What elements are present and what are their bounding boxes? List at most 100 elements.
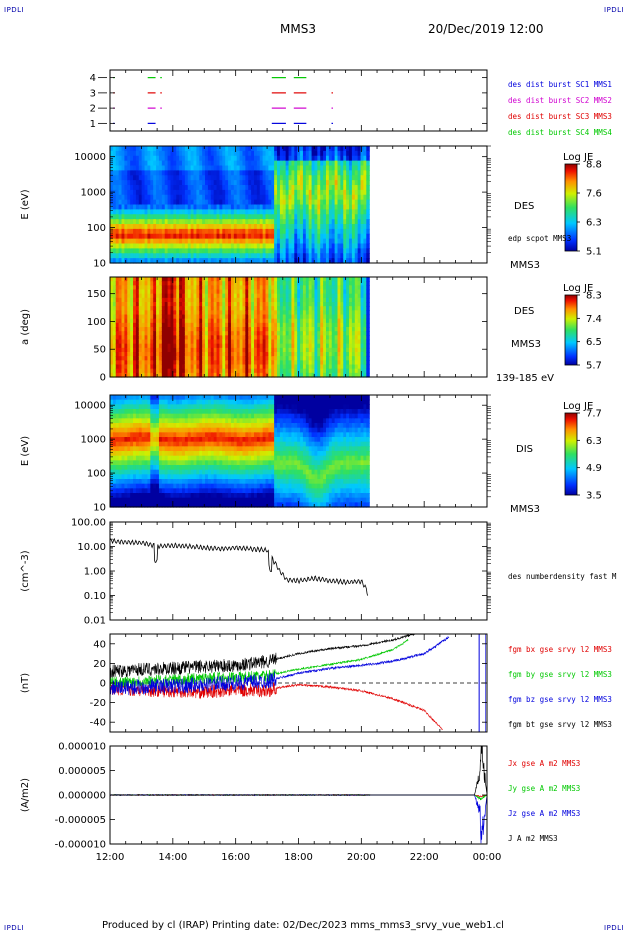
des-energy-heatmap-cell — [274, 175, 278, 181]
dis-energy-heatmap-cell — [112, 437, 117, 443]
des-pitch-heatmap-cell — [366, 281, 370, 286]
des-energy-heatmap-cell — [193, 214, 197, 220]
des-pitch-heatmap-cell — [228, 306, 232, 311]
des-pitch-heatmap-cell — [251, 327, 255, 332]
des-energy-heatmap-cell — [164, 224, 169, 230]
dis-energy-heatmap-cell — [138, 395, 143, 401]
des-pitch-heatmap-cell — [219, 372, 223, 378]
des-pitch-heatmap-cell — [248, 331, 252, 336]
des-energy-heatmap-cell — [219, 253, 223, 259]
des-energy-heatmap-cell — [130, 248, 134, 254]
des-energy-heatmap-cell — [268, 209, 272, 215]
des-pitch-heatmap-cell — [357, 318, 362, 324]
des-energy-heatmap-cell — [133, 170, 137, 176]
des-pitch-heatmap-cell — [351, 277, 356, 282]
des-pitch-heatmap-cell — [199, 327, 203, 332]
des-energy-heatmap-cell — [357, 224, 362, 230]
des-pitch-heatmap-cell — [141, 289, 146, 295]
des-pitch-heatmap-cell — [251, 293, 255, 299]
des-energy-heatmap-cell — [196, 194, 200, 201]
des-energy-heatmap-cell — [300, 238, 304, 245]
dis-energy-heatmap-cell — [130, 418, 134, 424]
dis-energy-heatmap-cell — [118, 474, 123, 480]
des-pitch-heatmap-cell — [184, 335, 189, 341]
des-energy-heatmap-cell — [305, 214, 310, 220]
dis-energy-heatmap-cell — [176, 399, 180, 405]
des-pitch-heatmap-cell — [268, 310, 272, 316]
des-pitch-heatmap-cell — [222, 372, 226, 378]
des-energy-heatmap-cell — [173, 224, 177, 230]
des-pitch-heatmap-cell — [242, 331, 246, 336]
des-energy-heatmap-cell — [325, 253, 330, 259]
dis-energy-heatmap-cell — [121, 441, 125, 447]
des-pitch-heatmap-cell — [112, 331, 117, 336]
des-energy-heatmap-cell — [225, 146, 229, 152]
dis-energy-heatmap-cell — [127, 469, 131, 475]
des-pitch-heatmap-cell — [112, 364, 117, 370]
des-pitch-heatmap-cell — [173, 352, 177, 357]
des-pitch-heatmap-cell — [121, 364, 125, 370]
des-energy-heatmap-cell — [288, 209, 293, 215]
des-energy-heatmap-cell — [317, 224, 321, 230]
des-pitch-heatmap-cell — [248, 327, 252, 332]
des-pitch-heatmap-cell — [331, 347, 336, 353]
des-pitch-heatmap-cell — [331, 356, 336, 361]
des-energy-heatmap-cell — [225, 180, 229, 186]
des-pitch-heatmap-cell — [363, 289, 367, 295]
des-energy-heatmap-cell — [135, 238, 140, 245]
des-pitch-heatmap-cell — [179, 364, 183, 370]
dis-energy-heatmap-cell — [153, 465, 157, 471]
des-pitch-heatmap-cell — [110, 285, 114, 291]
des-energy-heatmap-cell — [190, 224, 195, 230]
des-pitch-heatmap-cell — [294, 285, 298, 291]
des-energy-heatmap-cell — [222, 185, 226, 191]
des-energy-heatmap-cell — [297, 170, 301, 176]
des-energy-heatmap-cell — [317, 199, 321, 206]
des-pitch-heatmap-cell — [202, 293, 206, 299]
des-energy-heatmap-cell — [184, 253, 189, 259]
des-energy-heatmap-cell — [190, 180, 195, 186]
des-pitch-heatmap-cell — [334, 302, 339, 307]
des-energy-heatmap-cell — [138, 228, 143, 235]
des-pitch-heatmap-cell — [323, 285, 327, 291]
des-pitch-heatmap-cell — [225, 310, 229, 316]
dis-energy-heatmap-cell — [138, 460, 143, 466]
des-pitch-heatmap-cell — [308, 306, 313, 311]
dis-energy-heatmap-cell — [182, 413, 186, 419]
des-energy-heatmap-cell — [259, 170, 264, 176]
des-pitch-heatmap-cell — [323, 352, 327, 357]
des-pitch-heatmap-cell — [118, 289, 123, 295]
des-energy-heatmap-cell — [239, 180, 244, 186]
des-energy-heatmap-cell — [216, 194, 221, 201]
des-energy-heatmap-cell — [138, 175, 143, 181]
des-pitch-heatmap-cell — [366, 310, 370, 316]
des-pitch-heatmap-cell — [176, 314, 180, 320]
des-pitch-heatmap-cell — [328, 331, 333, 336]
des-energy-heatmap-cell — [182, 170, 186, 176]
des-energy-heatmap-cell — [343, 214, 347, 220]
des-energy-heatmap-cell — [360, 214, 365, 220]
des-energy-heatmap-cell — [138, 189, 143, 196]
dis-energy-heatmap-cell — [138, 474, 143, 480]
des-pitch-heatmap-cell — [354, 339, 359, 345]
des-energy-heatmap-cell — [248, 209, 252, 215]
des-energy-heatmap-cell — [182, 258, 186, 264]
des-pitch-heatmap-cell — [216, 364, 221, 370]
des-energy-heatmap-cell — [236, 243, 241, 249]
des-pitch-heatmap-cell — [285, 314, 290, 320]
des-energy-heatmap-cell — [222, 258, 226, 264]
des-pitch-heatmap-cell — [300, 293, 304, 299]
des-pitch-heatmap-cell — [199, 314, 203, 320]
des-energy-heatmap-cell — [150, 243, 154, 249]
des-energy-heatmap-cell — [176, 209, 180, 215]
des-energy-heatmap-cell — [245, 180, 249, 186]
des-energy-heatmap-cell — [297, 228, 301, 235]
des-energy-heatmap-cell — [161, 175, 166, 181]
des-energy-heatmap-cell — [228, 243, 232, 249]
des-pitch-heatmap-cell — [167, 285, 172, 291]
des-pitch-heatmap-cell — [156, 314, 160, 320]
dis-energy-heatmap-cell — [156, 418, 160, 424]
des-pitch-heatmap-cell — [202, 364, 206, 370]
des-pitch-heatmap-cell — [346, 339, 350, 345]
des-pitch-heatmap-cell — [360, 343, 365, 349]
